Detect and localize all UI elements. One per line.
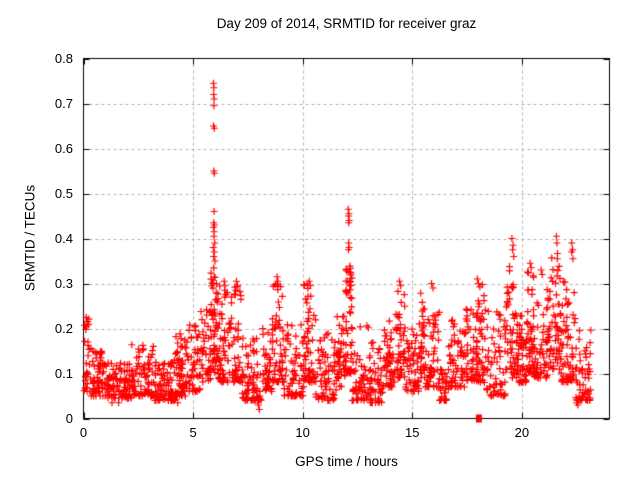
y-tick-label: 0.7 — [54, 95, 73, 111]
y-tick-label: 0.1 — [54, 365, 73, 381]
y-tick-label: 0.6 — [54, 140, 73, 156]
x-tick-label: 20 — [514, 425, 530, 440]
y-tick-label: 0.5 — [54, 185, 73, 201]
x-tick-label: 0 — [79, 425, 88, 440]
x-axis-title: GPS time / hours — [295, 454, 398, 469]
y-tick-label: 0 — [65, 410, 73, 426]
y-tick-label: 0.8 — [54, 50, 73, 66]
x-tick-label: 5 — [189, 425, 197, 440]
x-tick-label: 10 — [295, 425, 310, 440]
chart-title: Day 209 of 2014, SRMTID for receiver gra… — [216, 16, 477, 31]
y-tick-label: 0.2 — [54, 320, 73, 336]
y-tick-label: 0.4 — [54, 230, 73, 246]
y-tick-label: 0.3 — [54, 275, 73, 291]
x-tick-label: 15 — [405, 425, 420, 440]
